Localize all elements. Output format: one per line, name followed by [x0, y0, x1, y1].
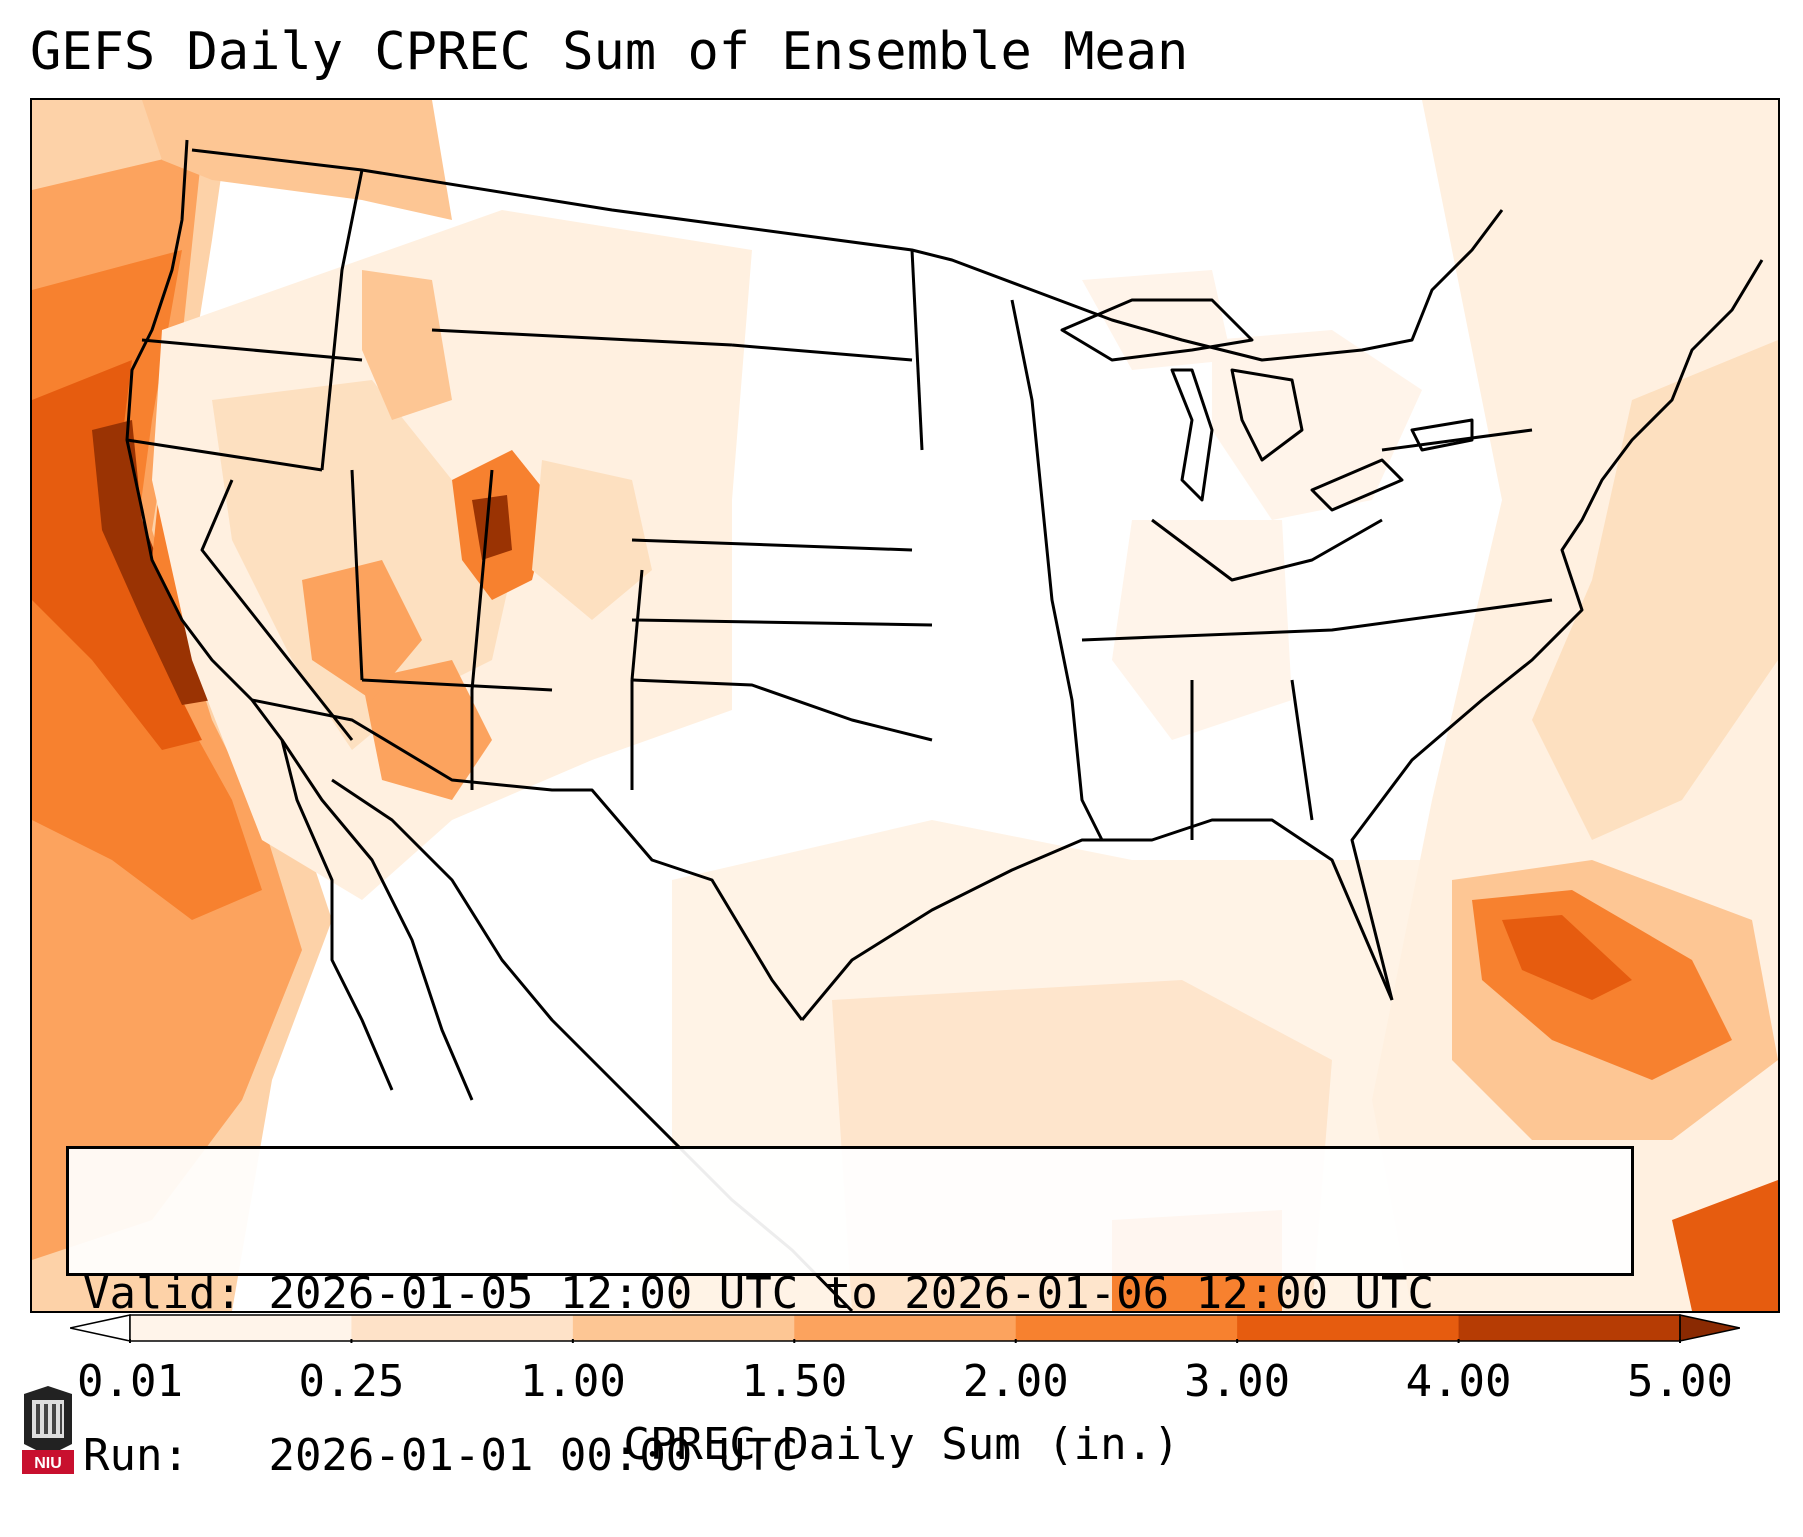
lake-superior	[1060, 298, 1254, 362]
colorbar-tick-label: 0.01	[77, 1356, 183, 1407]
or-ca-border	[126, 438, 323, 472]
precip-colorado	[532, 460, 652, 620]
colorbar-tick-label: 0.25	[298, 1356, 405, 1407]
co-ks-border	[630, 569, 644, 681]
precip-northeast	[1212, 330, 1422, 520]
ohio-river	[1151, 518, 1383, 582]
valid-value: 2026-01-05 12:00 UTC to 2026-01-06 12:00…	[268, 1268, 1435, 1319]
colorbar-under-extend	[70, 1314, 131, 1342]
valid-row: Valid: 2026-01-05 12:00 UTC to 2026-01-0…	[83, 1267, 1617, 1321]
baja-coastline	[280, 739, 474, 1101]
ut-az-border	[361, 678, 553, 692]
pa-ny-border	[1381, 428, 1533, 452]
run-label: Run:	[83, 1430, 189, 1481]
pacific-coastline	[125, 139, 394, 1091]
colorbar-segment	[1015, 1315, 1238, 1341]
precip-nevada-mtn	[302, 560, 422, 700]
colorbar-tick-label: 1.50	[741, 1356, 848, 1407]
ok-tx-border	[631, 678, 933, 742]
precip-map	[32, 100, 1778, 1311]
colorbar-segment	[130, 1315, 352, 1341]
precip-se-atlantic-core	[1502, 915, 1632, 1000]
precip-az-mtn	[362, 660, 492, 800]
colorbar-tick-label: 5.00	[1627, 1356, 1733, 1407]
colorbar-tick-label: 2.00	[962, 1356, 1069, 1407]
colorbar-frame	[129, 1314, 1681, 1342]
precip-bahamas	[1672, 1180, 1778, 1311]
map-title: GEFS Daily CPREC Sum of Ensemble Mean	[30, 22, 1189, 82]
ne-ks-border	[631, 538, 913, 552]
mississippi-river	[1010, 299, 1104, 841]
colorbar-over-extend	[1679, 1314, 1740, 1342]
precip-atlantic-band	[1532, 340, 1778, 840]
validity-info-box: Valid: 2026-01-05 12:00 UTC to 2026-01-0…	[66, 1146, 1634, 1481]
valid-label: Valid:	[83, 1268, 242, 1319]
colorbar-label: CPREC Daily Sum (in.)	[623, 1419, 1180, 1470]
nv-ut-border	[350, 469, 364, 681]
map-panel	[30, 98, 1780, 1313]
us-canada-border	[191, 148, 1504, 362]
precip-utah-max	[472, 495, 512, 560]
id-border	[320, 169, 364, 471]
ks-ok-border	[631, 618, 933, 627]
lake-erie	[1310, 458, 1404, 512]
precip-great-lakes	[1082, 270, 1232, 370]
colorbar-segment	[794, 1315, 1017, 1341]
gulf-coastline	[800, 818, 1394, 1021]
wa-or-border	[141, 338, 363, 362]
precip-idaho	[362, 270, 452, 420]
al-ga-border	[1290, 679, 1314, 821]
dakotas-border	[731, 343, 913, 362]
colorbar	[70, 1314, 1740, 1343]
lake-huron	[1230, 368, 1304, 462]
mt-wy-border	[431, 328, 733, 347]
niu-logo: NIU	[22, 1386, 74, 1474]
run-value: 2026-01-01 00:00 UTC	[268, 1430, 799, 1481]
precip-bc	[142, 100, 452, 220]
colorbar-segment	[1237, 1315, 1460, 1341]
atlantic-coastline	[1350, 259, 1764, 1001]
colorbar-tick-label: 3.00	[1184, 1356, 1291, 1407]
run-row: Run: 2026-01-01 00:00 UTC	[83, 1429, 1617, 1483]
nd-mn-border	[910, 249, 924, 451]
colorbar-tick-label: 1.00	[519, 1356, 626, 1407]
ca-nv-border	[200, 479, 354, 741]
lake-michigan	[1170, 368, 1214, 502]
colorbar-segment	[572, 1315, 795, 1341]
tn-ky-border	[1081, 598, 1553, 642]
boundaries	[125, 139, 1764, 1311]
colorbar-segment	[351, 1315, 574, 1341]
colorbar-tick-label: 4.00	[1405, 1356, 1512, 1407]
colorbar-segment	[1458, 1315, 1681, 1341]
logo-text: NIU	[34, 1455, 62, 1472]
us-mexico-border	[251, 698, 804, 1021]
ut-co-border	[470, 469, 494, 790]
lake-ontario	[1410, 418, 1474, 452]
